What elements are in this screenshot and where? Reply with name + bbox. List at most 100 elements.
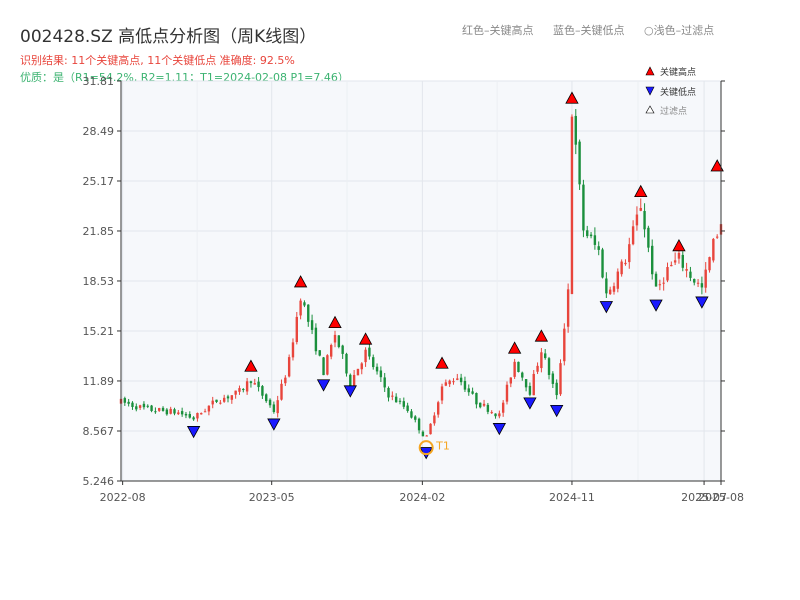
- candle-body: [436, 402, 440, 415]
- candle-body: [544, 353, 547, 359]
- candle-body: [234, 390, 237, 395]
- candle-body: [536, 365, 539, 372]
- candle-body: [700, 283, 704, 288]
- candle-body: [364, 349, 367, 363]
- candle-body: [563, 328, 566, 362]
- result-summary: 识别结果: 11个关键高点, 11个关键低点 准确度: 92.5%: [20, 54, 295, 67]
- candle-body: [326, 355, 329, 375]
- key-low-marker: [186, 426, 201, 439]
- key-low-marker: [343, 385, 357, 398]
- candle-body: [123, 398, 127, 403]
- x-ticks: 2022-08 2023-05 2024-02 2024-11 2025-072025-…: [100, 481, 744, 504]
- candle-body: [203, 411, 207, 413]
- legend-filtered-icon: [645, 105, 655, 114]
- candle-body: [192, 417, 195, 420]
- candle-body: [586, 230, 589, 237]
- x-tick-label: 2023-05: [249, 491, 295, 504]
- candle-body: [150, 405, 153, 411]
- candle-body: [345, 353, 348, 374]
- y-tick-label: 21.85: [83, 225, 115, 238]
- candle-body: [215, 399, 218, 402]
- candle-body: [670, 264, 673, 267]
- candle-body: [486, 404, 490, 412]
- candle-body: [299, 300, 302, 316]
- candle-body: [169, 408, 172, 414]
- candle-body: [654, 273, 658, 287]
- candle-body: [593, 235, 597, 245]
- candle-body: [307, 304, 310, 322]
- candle-body: [211, 400, 214, 405]
- candle-body: [643, 210, 646, 230]
- candle-body: [406, 405, 409, 411]
- candle-body: [154, 411, 157, 413]
- candle-body: [463, 380, 467, 390]
- key-low-marker: [267, 418, 281, 431]
- candle-body: [712, 238, 715, 261]
- candle-body: [257, 381, 260, 388]
- candle-body: [138, 405, 142, 408]
- candle-body: [456, 378, 459, 380]
- x-tick-label: 2024-02: [399, 491, 445, 504]
- key-high-marker: [328, 315, 342, 329]
- key-low-marker: [316, 379, 331, 392]
- candle-body: [639, 207, 642, 211]
- candle-body: [158, 408, 161, 411]
- candle-body: [238, 388, 241, 392]
- candle-body: [314, 327, 318, 352]
- candle-body: [207, 405, 211, 412]
- candle-body: [524, 379, 528, 388]
- candle-body: [601, 249, 604, 278]
- candle-body: [532, 373, 535, 396]
- candle-body: [673, 260, 677, 263]
- candle-body: [268, 399, 272, 406]
- candle-body: [253, 383, 256, 385]
- candle-body: [265, 394, 268, 402]
- candle-body: [356, 368, 360, 376]
- candle-body: [383, 377, 386, 388]
- candle-body: [574, 115, 577, 145]
- key-high-marker: [358, 332, 373, 345]
- candle-body: [276, 400, 279, 414]
- candle-body: [440, 386, 444, 401]
- candle-body: [310, 320, 314, 330]
- y-tick-label: 31.81: [83, 75, 115, 88]
- key-high-marker: [672, 238, 686, 252]
- candle-body: [620, 261, 623, 275]
- key-high-marker: [634, 184, 648, 198]
- chart-legend: 关键高点 关键低点 过滤点: [645, 66, 696, 117]
- candle-body: [222, 397, 226, 402]
- candle-body: [635, 214, 639, 226]
- top-legend-light: ○浅色–过滤点: [644, 24, 715, 37]
- candle-body: [559, 363, 562, 395]
- x-tick-label: 2025-08: [698, 491, 744, 504]
- candle-body: [196, 412, 199, 419]
- top-legend-red: 红色–关键高点: [462, 24, 534, 37]
- candle-body: [582, 184, 585, 231]
- t1-label: T1: [435, 440, 450, 453]
- candle-body: [589, 234, 593, 237]
- candle-body: [704, 269, 707, 288]
- key-high-marker: [293, 275, 308, 288]
- candle-body: [329, 344, 333, 357]
- key-high-marker: [534, 329, 549, 342]
- legend-filtered-label: 过滤点: [660, 105, 687, 117]
- candle-body: [161, 407, 165, 411]
- candle-body: [608, 289, 612, 295]
- key-low-marker: [549, 404, 564, 418]
- top-legend-blue: 蓝色–关键低点: [553, 24, 625, 37]
- candle-body: [578, 141, 581, 185]
- candle-body: [295, 316, 298, 343]
- legend-high-icon: [645, 66, 655, 76]
- candle-body: [421, 431, 425, 437]
- candle-body: [547, 358, 551, 375]
- key-low-marker: [523, 397, 537, 410]
- candle-body: [475, 392, 478, 405]
- candle-body: [242, 389, 245, 391]
- key-high-marker: [244, 359, 258, 372]
- legend-low-icon: [645, 86, 655, 96]
- candle-body: [272, 404, 276, 413]
- x-tick-label: 2022-08: [100, 491, 146, 504]
- candle-body: [505, 384, 509, 402]
- candle-body: [494, 413, 497, 417]
- y-tick-label: 18.53: [83, 275, 115, 288]
